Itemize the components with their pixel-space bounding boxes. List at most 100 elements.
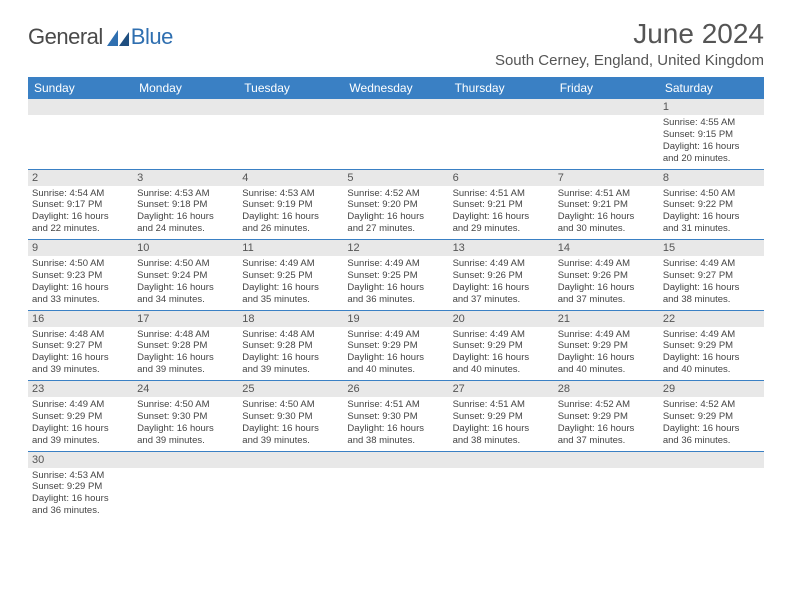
calendar-day: 16Sunrise: 4:48 AMSunset: 9:27 PMDayligh…	[28, 311, 133, 381]
day-body: Sunrise: 4:50 AMSunset: 9:30 PMDaylight:…	[133, 397, 238, 451]
day-info-line: Sunrise: 4:53 AM	[32, 470, 129, 482]
day-info-line: and 37 minutes.	[558, 435, 655, 447]
day-body	[238, 468, 343, 522]
day-number	[133, 99, 238, 115]
title-block: June 2024 South Cerney, England, United …	[495, 18, 764, 69]
day-number: 29	[659, 381, 764, 397]
day-body	[554, 468, 659, 522]
day-info-line: and 40 minutes.	[347, 364, 444, 376]
day-info-line: Sunset: 9:29 PM	[347, 340, 444, 352]
day-info-line: Daylight: 16 hours	[558, 423, 655, 435]
day-info-line: Sunset: 9:18 PM	[137, 199, 234, 211]
day-info-line: Sunrise: 4:48 AM	[242, 329, 339, 341]
day-number: 23	[28, 381, 133, 397]
weekday-header-row: SundayMondayTuesdayWednesdayThursdayFrid…	[28, 77, 764, 99]
day-info-line: Daylight: 16 hours	[558, 352, 655, 364]
day-body: Sunrise: 4:49 AMSunset: 9:25 PMDaylight:…	[238, 256, 343, 310]
day-info-line: Daylight: 16 hours	[32, 211, 129, 223]
day-info-line: Sunrise: 4:49 AM	[663, 329, 760, 341]
day-info-line: Sunset: 9:22 PM	[663, 199, 760, 211]
day-info-line: Sunset: 9:28 PM	[137, 340, 234, 352]
day-number: 4	[238, 170, 343, 186]
day-info-line: and 29 minutes.	[453, 223, 550, 235]
day-info-line: and 38 minutes.	[347, 435, 444, 447]
day-body: Sunrise: 4:53 AMSunset: 9:29 PMDaylight:…	[28, 468, 133, 522]
calendar-week: 23Sunrise: 4:49 AMSunset: 9:29 PMDayligh…	[28, 381, 764, 452]
day-info-line: and 20 minutes.	[663, 153, 760, 165]
day-info-line: Sunset: 9:15 PM	[663, 129, 760, 141]
calendar-day	[343, 99, 448, 169]
day-number: 6	[449, 170, 554, 186]
calendar-day: 25Sunrise: 4:50 AMSunset: 9:30 PMDayligh…	[238, 381, 343, 451]
day-body: Sunrise: 4:49 AMSunset: 9:29 PMDaylight:…	[449, 327, 554, 381]
calendar-day: 18Sunrise: 4:48 AMSunset: 9:28 PMDayligh…	[238, 311, 343, 381]
day-info-line: Daylight: 16 hours	[453, 211, 550, 223]
day-info-line: Sunset: 9:29 PM	[32, 481, 129, 493]
calendar-day: 10Sunrise: 4:50 AMSunset: 9:24 PMDayligh…	[133, 240, 238, 310]
day-info-line: and 40 minutes.	[558, 364, 655, 376]
day-number: 7	[554, 170, 659, 186]
day-info-line: Sunrise: 4:48 AM	[32, 329, 129, 341]
day-info-line: Sunset: 9:30 PM	[137, 411, 234, 423]
day-number: 9	[28, 240, 133, 256]
day-info-line: Sunrise: 4:49 AM	[347, 329, 444, 341]
day-number	[449, 99, 554, 115]
day-info-line: Sunset: 9:27 PM	[663, 270, 760, 282]
day-info-line: and 39 minutes.	[137, 364, 234, 376]
day-body: Sunrise: 4:52 AMSunset: 9:20 PMDaylight:…	[343, 186, 448, 240]
day-body: Sunrise: 4:49 AMSunset: 9:29 PMDaylight:…	[659, 327, 764, 381]
day-info-line: Sunset: 9:20 PM	[347, 199, 444, 211]
day-number	[238, 99, 343, 115]
day-number	[343, 99, 448, 115]
day-number	[133, 452, 238, 468]
day-info-line: Sunrise: 4:50 AM	[32, 258, 129, 270]
day-number	[554, 99, 659, 115]
day-body: Sunrise: 4:53 AMSunset: 9:19 PMDaylight:…	[238, 186, 343, 240]
day-info-line: and 34 minutes.	[137, 294, 234, 306]
day-info-line: and 38 minutes.	[663, 294, 760, 306]
page-header: General Blue June 2024 South Cerney, Eng…	[28, 18, 764, 69]
calendar-day: 29Sunrise: 4:52 AMSunset: 9:29 PMDayligh…	[659, 381, 764, 451]
day-body: Sunrise: 4:50 AMSunset: 9:30 PMDaylight:…	[238, 397, 343, 451]
day-info-line: and 37 minutes.	[453, 294, 550, 306]
calendar-day	[28, 99, 133, 169]
day-info-line: and 35 minutes.	[242, 294, 339, 306]
calendar-day: 2Sunrise: 4:54 AMSunset: 9:17 PMDaylight…	[28, 170, 133, 240]
day-info-line: Sunset: 9:30 PM	[347, 411, 444, 423]
day-info-line: Daylight: 16 hours	[347, 352, 444, 364]
day-body: Sunrise: 4:49 AMSunset: 9:26 PMDaylight:…	[449, 256, 554, 310]
calendar-day: 14Sunrise: 4:49 AMSunset: 9:26 PMDayligh…	[554, 240, 659, 310]
day-info-line: Sunrise: 4:50 AM	[137, 399, 234, 411]
calendar-day: 5Sunrise: 4:52 AMSunset: 9:20 PMDaylight…	[343, 170, 448, 240]
day-number: 24	[133, 381, 238, 397]
day-info-line: Daylight: 16 hours	[32, 282, 129, 294]
calendar-day: 27Sunrise: 4:51 AMSunset: 9:29 PMDayligh…	[449, 381, 554, 451]
day-body: Sunrise: 4:53 AMSunset: 9:18 PMDaylight:…	[133, 186, 238, 240]
calendar-page: General Blue June 2024 South Cerney, Eng…	[0, 0, 792, 539]
day-info-line: Sunset: 9:29 PM	[453, 340, 550, 352]
day-number	[449, 452, 554, 468]
day-info-line: Daylight: 16 hours	[663, 211, 760, 223]
day-info-line: Sunrise: 4:49 AM	[347, 258, 444, 270]
day-body: Sunrise: 4:49 AMSunset: 9:27 PMDaylight:…	[659, 256, 764, 310]
calendar-day: 9Sunrise: 4:50 AMSunset: 9:23 PMDaylight…	[28, 240, 133, 310]
calendar-day	[238, 99, 343, 169]
day-number: 22	[659, 311, 764, 327]
day-info-line: Sunrise: 4:49 AM	[242, 258, 339, 270]
weekday-header: Friday	[554, 77, 659, 99]
day-number: 1	[659, 99, 764, 115]
weekday-header: Tuesday	[238, 77, 343, 99]
day-info-line: Sunset: 9:29 PM	[32, 411, 129, 423]
day-info-line: Daylight: 16 hours	[663, 352, 760, 364]
day-body: Sunrise: 4:54 AMSunset: 9:17 PMDaylight:…	[28, 186, 133, 240]
day-info-line: and 37 minutes.	[558, 294, 655, 306]
day-info-line: Daylight: 16 hours	[242, 282, 339, 294]
weekday-header: Saturday	[659, 77, 764, 99]
day-info-line: and 38 minutes.	[453, 435, 550, 447]
day-info-line: Daylight: 16 hours	[663, 141, 760, 153]
day-info-line: Sunrise: 4:50 AM	[663, 188, 760, 200]
day-info-line: and 27 minutes.	[347, 223, 444, 235]
day-info-line: Daylight: 16 hours	[453, 352, 550, 364]
day-body	[133, 468, 238, 522]
weeks-container: 1Sunrise: 4:55 AMSunset: 9:15 PMDaylight…	[28, 99, 764, 521]
